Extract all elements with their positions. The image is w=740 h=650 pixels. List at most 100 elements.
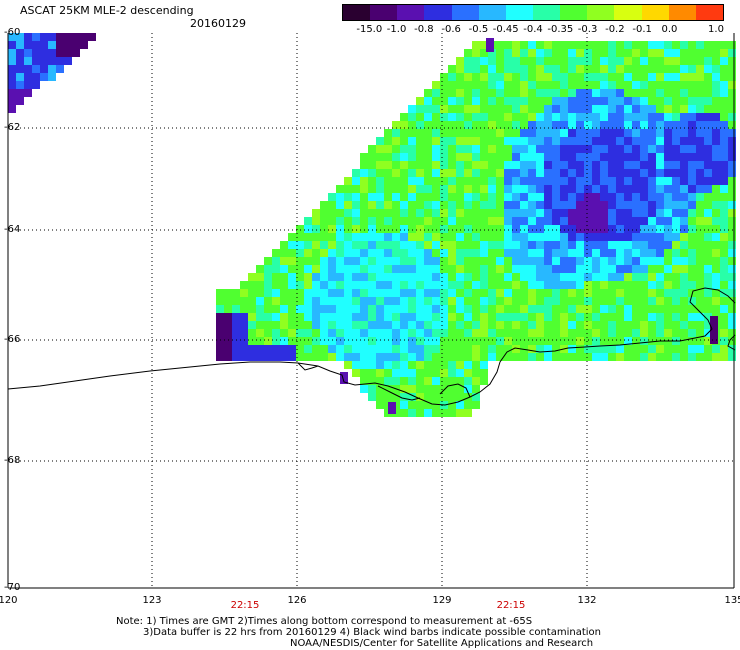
data-cell (24, 73, 32, 81)
data-cell (600, 345, 608, 353)
data-cell (696, 209, 704, 217)
data-cell (280, 321, 288, 329)
data-cell (568, 105, 576, 113)
data-cell (272, 345, 280, 353)
data-cell (592, 273, 600, 281)
data-cell (656, 209, 664, 217)
data-cell (592, 41, 600, 49)
data-cell (576, 225, 584, 233)
data-cell (360, 337, 368, 345)
data-cell (256, 337, 264, 345)
data-cell (432, 313, 440, 321)
data-cell (472, 321, 480, 329)
data-cell (384, 257, 392, 265)
data-cell (608, 113, 616, 121)
data-cell (56, 41, 64, 49)
data-cell (256, 297, 264, 305)
time-label: 22:15 (230, 600, 260, 611)
data-cell (704, 49, 712, 57)
data-cell (680, 73, 688, 81)
data-cell (400, 281, 408, 289)
data-cell (552, 353, 560, 361)
data-cell (616, 145, 624, 153)
data-cell (680, 153, 688, 161)
data-cell (464, 393, 472, 401)
data-cell (704, 57, 712, 65)
data-cell (616, 201, 624, 209)
data-cell (712, 121, 720, 129)
data-cell (512, 97, 520, 105)
data-cell (664, 137, 672, 145)
data-cell (536, 121, 544, 129)
data-cell (632, 185, 640, 193)
data-cell (384, 273, 392, 281)
data-cell (240, 305, 248, 313)
data-cell (656, 273, 664, 281)
data-cell (360, 281, 368, 289)
data-cell (432, 329, 440, 337)
data-cell (504, 81, 512, 89)
data-cell (360, 273, 368, 281)
data-cell (432, 185, 440, 193)
data-cell (584, 65, 592, 73)
data-cell (16, 97, 24, 105)
data-cell (464, 289, 472, 297)
data-cell (288, 313, 296, 321)
data-cell (416, 113, 424, 121)
data-cell (680, 241, 688, 249)
data-cell (376, 361, 384, 369)
data-cell (720, 233, 728, 241)
data-cell (680, 249, 688, 257)
data-cell (552, 345, 560, 353)
data-cell (504, 57, 512, 65)
data-cell (480, 201, 488, 209)
data-cell (480, 273, 488, 281)
data-cell (264, 321, 272, 329)
data-cell (312, 273, 320, 281)
data-cell (448, 161, 456, 169)
data-cell (424, 305, 432, 313)
data-cell (328, 241, 336, 249)
data-cell (216, 289, 224, 297)
data-cell (400, 265, 408, 273)
data-cell (600, 233, 608, 241)
data-cell (616, 273, 624, 281)
data-cell (552, 113, 560, 121)
data-cell (576, 57, 584, 65)
data-cell (328, 201, 336, 209)
data-cell (504, 257, 512, 265)
data-cell (8, 41, 16, 49)
data-cell (680, 353, 688, 361)
data-cell (696, 81, 704, 89)
data-cell (688, 345, 696, 353)
data-cell (608, 337, 616, 345)
data-cell (560, 297, 568, 305)
data-cell (576, 153, 584, 161)
data-cell (576, 321, 584, 329)
data-cell (488, 209, 496, 217)
data-cell (496, 137, 504, 145)
data-cell (560, 121, 568, 129)
data-cell (528, 265, 536, 273)
data-cell (664, 329, 672, 337)
data-cell (368, 377, 376, 385)
data-cell (352, 249, 360, 257)
data-cell (568, 345, 576, 353)
data-cell (416, 129, 424, 137)
data-cell (648, 201, 656, 209)
data-cell (688, 177, 696, 185)
data-cell (656, 145, 664, 153)
data-cell (552, 153, 560, 161)
data-cell (560, 313, 568, 321)
data-cell (456, 257, 464, 265)
colorbar-swatch (424, 5, 452, 20)
data-cell (720, 209, 728, 217)
data-cell (576, 105, 584, 113)
data-cell (504, 345, 512, 353)
data-cell (464, 249, 472, 257)
data-cell (388, 402, 396, 414)
data-cell (656, 177, 664, 185)
data-cell (624, 137, 632, 145)
data-cell (320, 257, 328, 265)
